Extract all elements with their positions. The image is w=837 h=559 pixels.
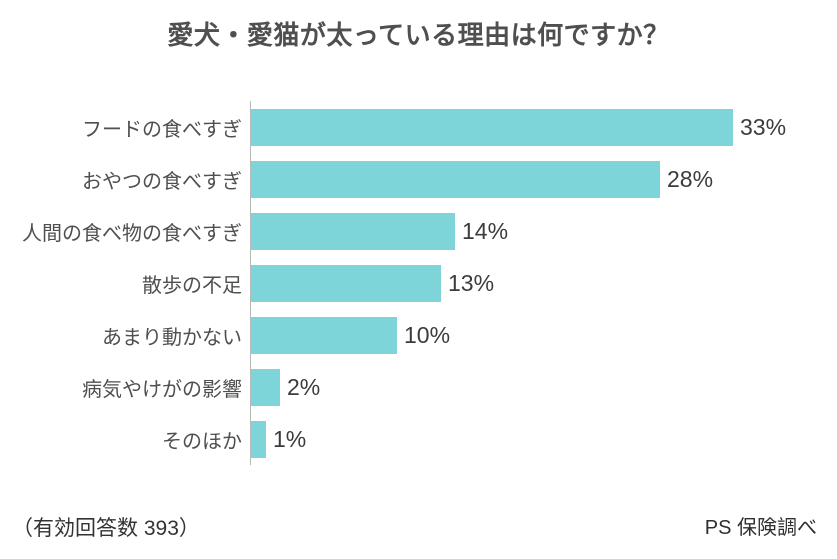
bar [251, 264, 441, 302]
bar [251, 316, 397, 354]
category-label: おやつの食べすぎ [82, 170, 242, 193]
bar [251, 420, 266, 458]
bar [251, 212, 455, 250]
category-label: フードの食べすぎ [82, 118, 242, 141]
bar-track: 2% [250, 361, 320, 413]
chart-row: そのほか 1% [0, 413, 786, 465]
chart-row: あまり動かない 10% [0, 309, 786, 361]
bar-track: 13% [250, 257, 494, 309]
value-label: 2% [287, 373, 321, 400]
bar-track: 10% [250, 309, 450, 361]
bar-track: 1% [250, 413, 306, 465]
bar-track: 33% [250, 101, 786, 153]
bar [251, 368, 280, 406]
valid-responses-note: （有効回答数 393） [12, 517, 200, 540]
category-label: 散歩の不足 [142, 274, 242, 297]
bar-track: 28% [250, 153, 713, 205]
chart-title: 愛犬・愛猫が太っている理由は何ですか？ [167, 20, 670, 50]
chart-row: おやつの食べすぎ 28% [0, 153, 786, 205]
source-credit: PS 保険調べ [704, 517, 817, 539]
value-label: 1% [273, 425, 307, 452]
value-label: 28% [667, 165, 714, 192]
value-label: 14% [462, 217, 509, 244]
chart-row: 人間の食べ物の食べすぎ 14% [0, 205, 786, 257]
bar [251, 160, 660, 198]
bar-chart: フードの食べすぎ 33% おやつの食べすぎ 28% 人間の食べ物の食べすぎ 14% 散歩の不… [0, 101, 786, 465]
bar-track: 14% [250, 205, 508, 257]
value-label: 10% [404, 321, 451, 348]
category-label: そのほか [162, 430, 242, 453]
category-label: 病気やけがの影響 [82, 378, 242, 401]
chart-row: 散歩の不足 13% [0, 257, 786, 309]
category-label: 人間の食べ物の食べすぎ [22, 222, 242, 245]
category-label: あまり動かない [102, 326, 242, 349]
value-label: 33% [740, 113, 787, 140]
value-label: 13% [448, 269, 495, 296]
chart-row: 病気やけがの影響 2% [0, 361, 786, 413]
chart-row: フードの食べすぎ 33% [0, 101, 786, 153]
bar [251, 108, 733, 146]
